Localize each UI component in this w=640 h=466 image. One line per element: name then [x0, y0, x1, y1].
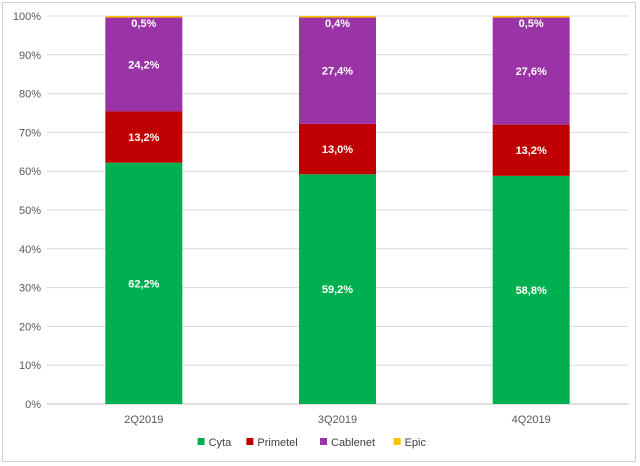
- y-tick-label: 50%: [19, 205, 41, 217]
- bar-segment-cyta: [492, 175, 570, 404]
- bars: 62,2% 13,2% 24,2% 0,5% 59,2% 13,0% 27,4% 0,4% 58…: [105, 16, 570, 404]
- legend-label-epic: Epic: [405, 437, 427, 449]
- data-label-primetel: 13,2%: [516, 145, 547, 157]
- legend: Cyta Primetel Cablenet Epic: [197, 437, 427, 449]
- bar-segment-epic: [105, 16, 183, 18]
- x-tick-label: 2Q2019: [124, 414, 163, 426]
- legend-swatch-epic: [393, 438, 401, 445]
- x-axis-ticks: 2Q2019 3Q2019 4Q2019: [124, 414, 550, 426]
- data-label-epic: 0,5%: [131, 18, 156, 30]
- x-tick-label: 4Q2019: [512, 414, 551, 426]
- bar-segment-primetel: [492, 124, 570, 176]
- bar-segment-epic: [492, 16, 570, 18]
- data-label-cyta: 62,2%: [128, 278, 159, 290]
- y-axis-ticks: 0% 10% 20% 30% 40% 50% 60% 70% 80% 90% 100%: [13, 11, 41, 411]
- bar-segment-primetel: [105, 111, 183, 163]
- data-label-cablenet: 24,2%: [128, 60, 159, 72]
- y-tick-label: 40%: [19, 244, 41, 256]
- legend-swatch-cablenet: [320, 438, 327, 445]
- x-tick-label: 3Q2019: [318, 414, 357, 426]
- y-tick-label: 60%: [19, 166, 41, 178]
- data-label-cablenet: 27,6%: [516, 66, 547, 78]
- legend-swatch-primetel: [246, 438, 254, 445]
- y-tick-label: 70%: [19, 127, 41, 139]
- bar-segment-cablenet: [299, 17, 376, 124]
- legend-label-primetel: Primetel: [257, 437, 297, 449]
- data-label-epic: 0,4%: [325, 18, 350, 30]
- y-tick-label: 100%: [13, 11, 41, 23]
- legend-label-cyta: Cyta: [209, 437, 233, 449]
- legend-label-cablenet: Cablenet: [331, 437, 375, 449]
- data-label-primetel: 13,2%: [128, 132, 159, 144]
- y-tick-label: 10%: [19, 360, 41, 372]
- data-label-cyta: 58,8%: [516, 285, 547, 297]
- y-tick-label: 0%: [25, 399, 41, 411]
- y-tick-label: 20%: [19, 321, 41, 333]
- data-label-epic: 0,5%: [519, 18, 544, 30]
- bar-segment-cyta: [299, 174, 376, 404]
- bar-segment-cyta: [105, 162, 183, 404]
- bar-segment-primetel: [299, 123, 376, 175]
- legend-swatch-cyta: [197, 438, 205, 445]
- y-tick-label: 30%: [19, 283, 41, 295]
- bar-segment-epic: [299, 16, 376, 18]
- y-tick-label: 90%: [19, 50, 41, 62]
- data-label-cablenet: 27,4%: [322, 66, 353, 78]
- bar-segment-cablenet: [492, 17, 570, 125]
- data-label-primetel: 13,0%: [322, 144, 353, 156]
- bar-segment-cablenet: [105, 17, 183, 112]
- y-tick-label: 80%: [19, 89, 41, 101]
- data-label-cyta: 59,2%: [322, 284, 353, 296]
